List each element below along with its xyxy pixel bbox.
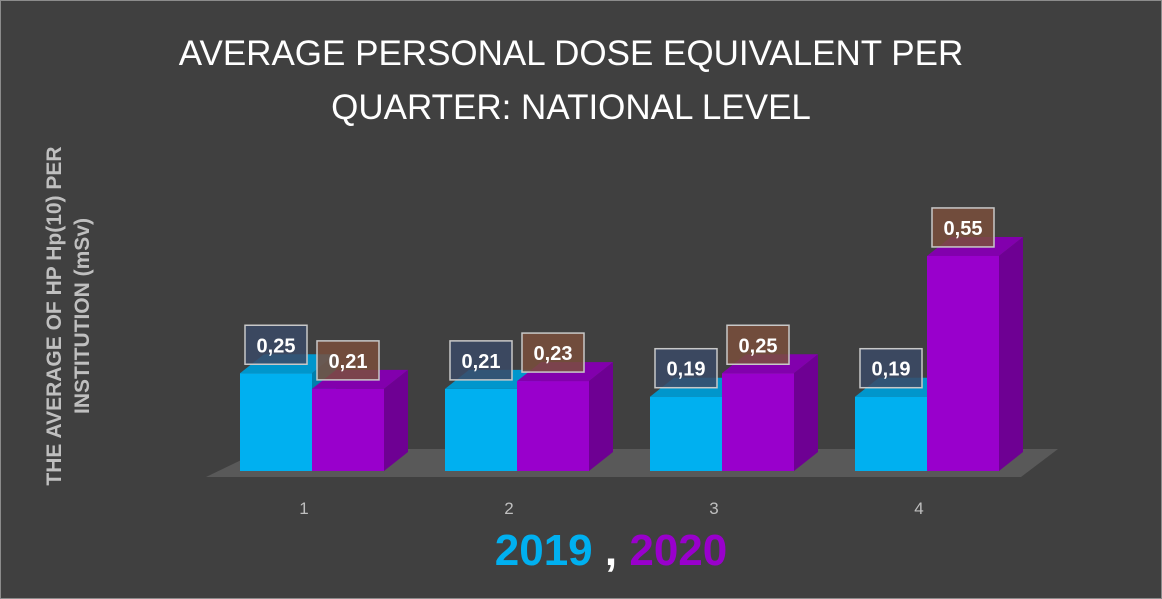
- bar-2020-q3: [722, 373, 794, 471]
- bar-side: [999, 236, 1023, 471]
- chart-floor: [206, 449, 1058, 477]
- data-label: 0,25: [739, 335, 778, 357]
- bar-2020-q1: [312, 388, 384, 471]
- data-label: 0,55: [944, 218, 983, 240]
- bar-2019-q3: [650, 396, 722, 471]
- data-label-box: [654, 347, 718, 389]
- bar-2020-q4: [927, 255, 999, 471]
- bar-2019-q4: [855, 396, 927, 471]
- data-label: 0,21: [329, 351, 368, 373]
- x-tick-label: 1: [299, 499, 308, 518]
- bar-2019-q2: [445, 388, 517, 471]
- data-label: 0,19: [872, 359, 911, 381]
- legend-separator: ,: [592, 526, 630, 575]
- bar-2019-q1: [240, 373, 312, 471]
- chart-title-line: AVERAGE PERSONAL DOSE EQUIVALENT PER: [178, 34, 964, 73]
- bar-side: [794, 354, 818, 471]
- data-label-box: [244, 324, 308, 365]
- data-label-box: [449, 340, 513, 381]
- chart-title: AVERAGE PERSONAL DOSE EQUIVALENT PER QUA…: [121, 27, 1021, 135]
- data-label-box: [316, 340, 380, 381]
- x-tick-label: 2: [504, 499, 513, 518]
- bar-side: [589, 362, 613, 471]
- data-label-box: [521, 332, 585, 373]
- bar-side: [384, 369, 408, 471]
- data-label: 0,25: [257, 335, 296, 357]
- bar-2020-q2: [517, 381, 589, 471]
- data-label: 0,19: [667, 359, 706, 381]
- legend: 2019 , 2020: [1, 526, 1162, 576]
- chart-title-line: QUARTER: NATIONAL LEVEL: [331, 88, 811, 127]
- data-label-box: [931, 207, 995, 248]
- data-label: 0,23: [534, 343, 573, 365]
- legend-entry-2020: 2020: [629, 526, 728, 575]
- data-label-box: [859, 347, 923, 389]
- data-label-box: [726, 324, 790, 365]
- x-tick-label: 4: [914, 499, 923, 518]
- data-label: 0,21: [462, 351, 501, 373]
- legend-entry-2019: 2019: [494, 526, 593, 575]
- x-tick-label: 3: [709, 499, 718, 518]
